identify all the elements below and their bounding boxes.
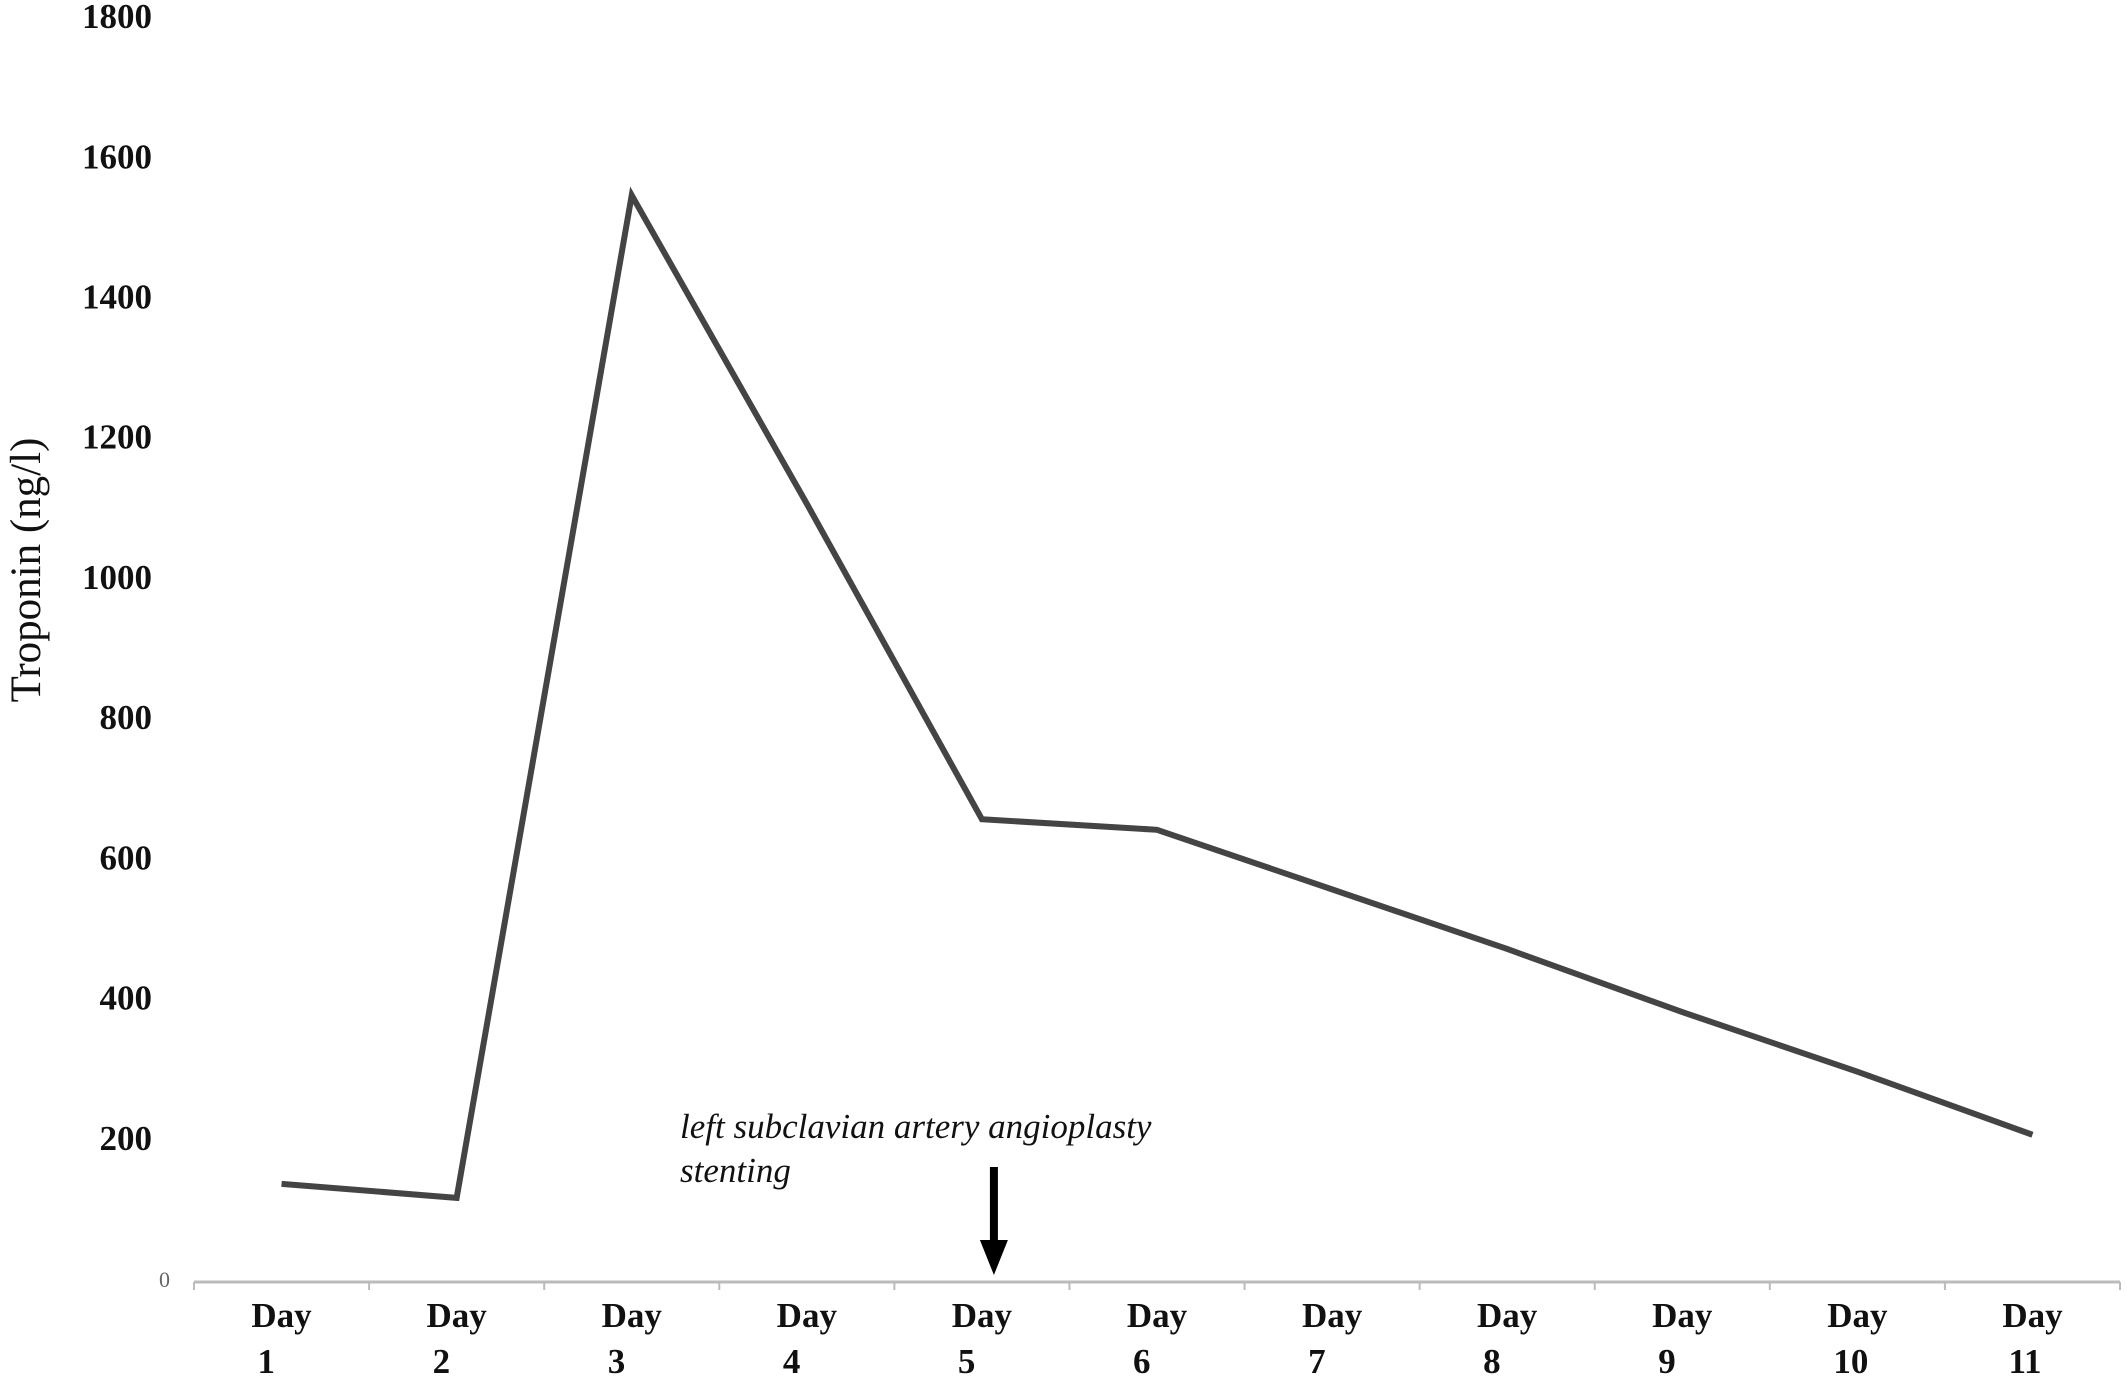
y-tick-label: 800 xyxy=(100,698,153,737)
x-tick-label: Day 7 xyxy=(1302,1296,1363,1380)
annotation: left subclavian artery angioplasty stent… xyxy=(680,1107,1152,1190)
y-axis-label: Troponin (ng/l) xyxy=(3,438,50,703)
annotation-box: left subclavian artery angioplasty stent… xyxy=(680,1107,1152,1190)
x-tick-label: Day 1 xyxy=(251,1296,312,1380)
series-line xyxy=(281,186,2034,1202)
y-tick-label: 600 xyxy=(100,838,153,877)
x-tick-label: Day 5 xyxy=(952,1296,1013,1380)
x-tick-label: Day 8 xyxy=(1477,1296,1538,1380)
y-tick-label: 400 xyxy=(100,979,153,1018)
x-tick-label: Day 4 xyxy=(777,1296,838,1380)
x-tick-label: Day 11 xyxy=(2002,1296,2063,1380)
x-tick-label: Day 3 xyxy=(602,1296,663,1380)
y-tick-label: 1800 xyxy=(82,0,152,36)
x-tick-label: Day 2 xyxy=(426,1296,487,1380)
y-tick-label: 1600 xyxy=(82,137,152,176)
y-tick-label: 1000 xyxy=(82,558,152,597)
x-tick-label: Day 6 xyxy=(1127,1296,1188,1380)
y-tick-label: 0 xyxy=(159,1267,170,1292)
x-tick-label: Day 9 xyxy=(1652,1296,1713,1380)
annotation-arrow-head xyxy=(979,1240,1008,1275)
y-tick-label: 1400 xyxy=(82,277,152,316)
y-tick-label: 1200 xyxy=(82,418,152,457)
y-tick-label: 200 xyxy=(100,1119,153,1158)
x-tick-label: Day 10 xyxy=(1827,1296,1888,1380)
